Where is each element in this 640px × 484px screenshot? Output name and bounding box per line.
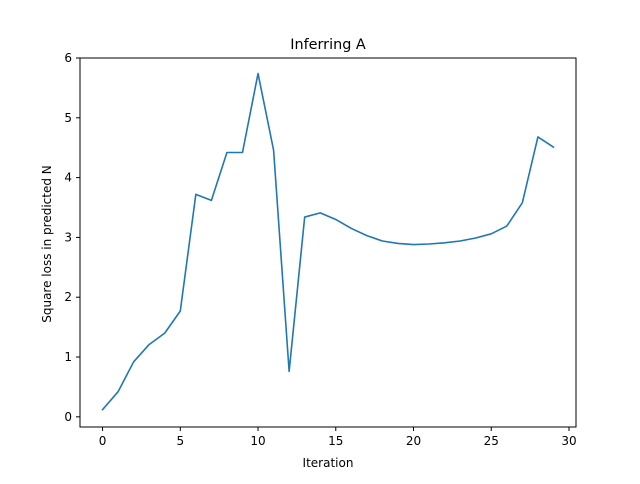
x-tick-label: 25 (484, 434, 499, 448)
y-tick-label: 4 (64, 171, 72, 185)
y-tick-label: 1 (64, 350, 72, 364)
x-tick-label: 20 (406, 434, 421, 448)
x-tick-label: 30 (561, 434, 576, 448)
x-axis-label: Iteration (303, 456, 354, 470)
y-tick-label: 0 (64, 410, 72, 424)
chart-title: Inferring A (290, 37, 366, 53)
x-tick-label: 5 (176, 434, 184, 448)
y-axis-label: Square loss in predicted N (40, 165, 54, 323)
y-tick-label: 2 (64, 290, 72, 304)
y-tick-label: 3 (64, 230, 72, 244)
y-tick-label: 6 (64, 51, 72, 65)
x-tick-label: 10 (250, 434, 265, 448)
x-tick-label: 0 (99, 434, 107, 448)
y-tick-label: 5 (64, 111, 72, 125)
x-tick-label: 15 (328, 434, 343, 448)
plot-frame (79, 57, 577, 428)
series-line (101, 72, 555, 411)
